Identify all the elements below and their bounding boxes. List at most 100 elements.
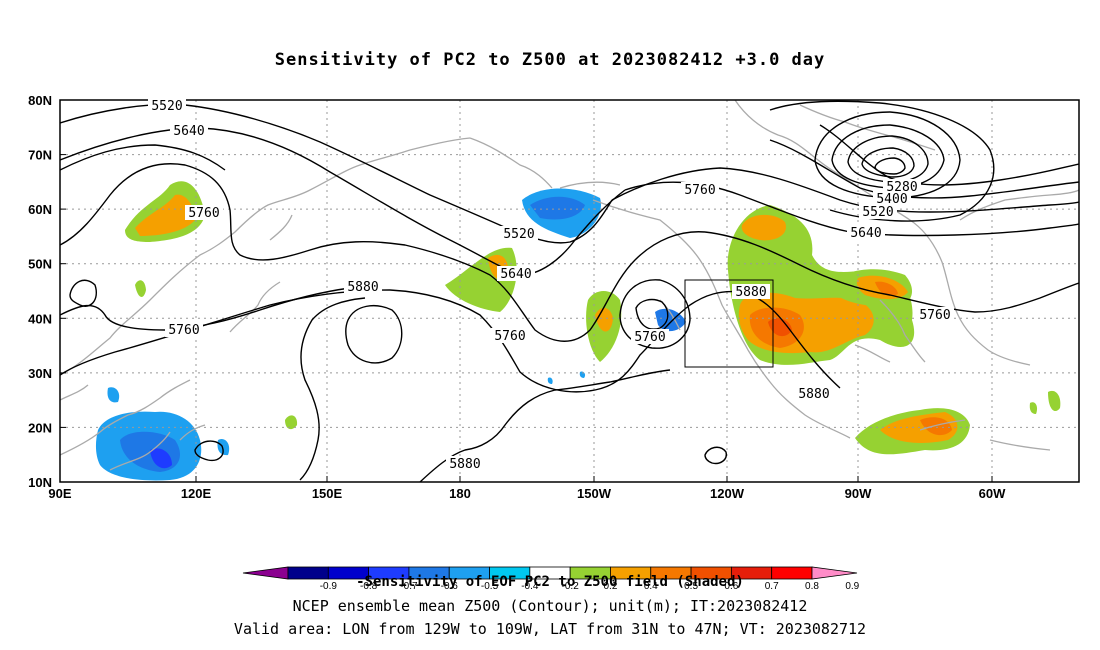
- x-tick-label: 150W: [577, 486, 612, 501]
- contour-5280-east: [819, 124, 1079, 186]
- contour-low-center-2: [831, 124, 945, 189]
- contour-5400-east: [769, 139, 1079, 199]
- colorbar-caption: -Sensitivity of EOF PC2 to Z500 field (S…: [356, 574, 744, 590]
- contour-low-center-5: [874, 157, 906, 175]
- shade-lightblue: [217, 438, 230, 456]
- x-tick-label: 90W: [845, 486, 872, 501]
- map-title: Sensitivity of PC2 to Z500 at 2023082412…: [274, 50, 826, 70]
- shade-red: [768, 318, 792, 337]
- shade-orange: [741, 214, 786, 241]
- contour-label-5760-c-bg: [491, 328, 529, 343]
- colorbar-label: -0.2: [562, 581, 580, 592]
- footer-line-1: NCEP ensemble mean Z500 (Contour); unit(…: [292, 597, 808, 615]
- shade-darkorange: [920, 417, 952, 436]
- contour-label-5760-c: 5760: [494, 329, 525, 344]
- contour-label-5640-a: 5640: [173, 124, 204, 139]
- y-tick-label: 40N: [28, 311, 52, 326]
- contour-label-5640-c: 5640: [850, 226, 881, 241]
- contour-5880-philippines: [194, 440, 224, 462]
- contour-label-5400: 5400: [876, 192, 907, 207]
- contour-label-5760-b-bg: [165, 322, 203, 337]
- contour-5760-south-loop: [60, 287, 351, 331]
- colorbar-max-triangle: [811, 566, 858, 580]
- colorbar-label: 0.9: [845, 581, 859, 592]
- y-tick-label: 80N: [28, 93, 52, 108]
- shade-darkblue: [150, 448, 172, 469]
- colorbar-label: 0.2: [604, 581, 618, 592]
- contour-5880-south: [419, 369, 671, 482]
- contour-label-5880-d-bg: [446, 456, 484, 471]
- shade-darkorange: [875, 281, 898, 296]
- contour-label-5640-b-bg: [497, 266, 535, 281]
- shade-lightblue: [547, 377, 553, 384]
- y-tick-label: 70N: [28, 148, 52, 163]
- x-tick-label: 120W: [710, 486, 745, 501]
- contour-outer-ring: [769, 100, 995, 222]
- colorbar-label: 0.4: [644, 581, 658, 592]
- contour-label-5640-a-bg: [170, 123, 208, 138]
- contour-5880-low: [299, 297, 366, 481]
- coastlines: [60, 100, 1079, 471]
- contour-5640-inner: [60, 144, 226, 171]
- contour-label-5760-a: 5760: [188, 206, 219, 221]
- contour-label-5880-b-bg: [732, 284, 770, 299]
- shade-blue: [530, 196, 585, 220]
- contour-label-5520-c-bg: [859, 204, 897, 219]
- contour-5880-mexico: [704, 446, 727, 465]
- contour-label-5280-bg: [883, 179, 921, 194]
- contour-label-5520-a-bg: [148, 98, 186, 113]
- colorbar-label: -0.9: [320, 581, 338, 592]
- x-tick-label: 120E: [181, 486, 212, 501]
- contour-5760-east: [704, 231, 1079, 313]
- contour-low-center-4: [861, 147, 915, 178]
- colorbar-label: 0.6: [724, 581, 738, 592]
- colorbar-label: -0.4: [521, 581, 539, 592]
- colorbar-label: -0.5: [481, 581, 499, 592]
- contour-label-5880-a: 5880: [347, 280, 378, 295]
- x-tick-label: 150E: [312, 486, 343, 501]
- x-tick-label: 60W: [979, 486, 1006, 501]
- contour-5760-inner-loop: [635, 298, 669, 330]
- contour-label-5880-c-bg: [795, 386, 833, 401]
- contour-label-5520-b: 5520: [503, 227, 534, 242]
- contour-label-5760-f-bg: [681, 182, 719, 197]
- colorbar: -0.9 -0.8 -0.7 -0.6 -0.5 -0.4 -0.2 0.2 0.4 0.5 0.6…: [242, 566, 860, 592]
- contour-label-5760-d-bg: [631, 329, 669, 344]
- y-tick-label: 20N: [28, 420, 52, 435]
- contour-labels: 5520 5640 5760 5760 5520 5640 5880 5760 5760 5760…: [148, 98, 954, 472]
- x-tick-label: 180: [449, 486, 471, 501]
- contour-label-5760-a-bg: [185, 205, 223, 220]
- contour-label-5760-d: 5760: [634, 330, 665, 345]
- x-tick-label: 90E: [48, 486, 71, 501]
- contour-label-5640-b: 5640: [500, 267, 531, 282]
- colorbar-label: 0.8: [805, 581, 819, 592]
- colorbar-label: -0.6: [441, 581, 459, 592]
- contour-label-5400-bg: [873, 191, 911, 206]
- contour-low-center-1: [814, 111, 961, 199]
- y-tick-label: 50N: [28, 257, 52, 272]
- contour-label-5880-c: 5880: [798, 387, 829, 402]
- y-tick-label: 60N: [28, 202, 52, 217]
- y-tick-label: 10N: [28, 475, 52, 490]
- contour-5880-main: [60, 289, 841, 393]
- contour-label-5760-e: 5760: [919, 308, 950, 323]
- plot-frame: [59, 99, 1080, 483]
- colorbar-label: -0.8: [360, 581, 378, 592]
- contour-label-5880-d: 5880: [449, 457, 480, 472]
- contour-label-5640-c-bg: [847, 225, 885, 240]
- contour-label-5520-c: 5520: [862, 205, 893, 220]
- contour-label-5760-b: 5760: [168, 323, 199, 338]
- colorbar-label: 0.7: [765, 581, 779, 592]
- shade-orange: [135, 194, 195, 236]
- contour-label-5760-e-bg: [916, 307, 954, 322]
- colorbar-label: 0.5: [684, 581, 698, 592]
- contour-label-5520-a: 5520: [151, 99, 182, 114]
- contour-label-5760-f: 5760: [684, 183, 715, 198]
- contour-5880-loop-small: [69, 279, 97, 307]
- contour-label-5880-a-bg: [344, 279, 382, 294]
- contour-label-5520-b-bg: [500, 226, 538, 241]
- contour-5880-loop-a: [345, 304, 403, 364]
- sensitivity-shading: [95, 181, 1061, 481]
- colorbar-label: -0.7: [400, 581, 418, 592]
